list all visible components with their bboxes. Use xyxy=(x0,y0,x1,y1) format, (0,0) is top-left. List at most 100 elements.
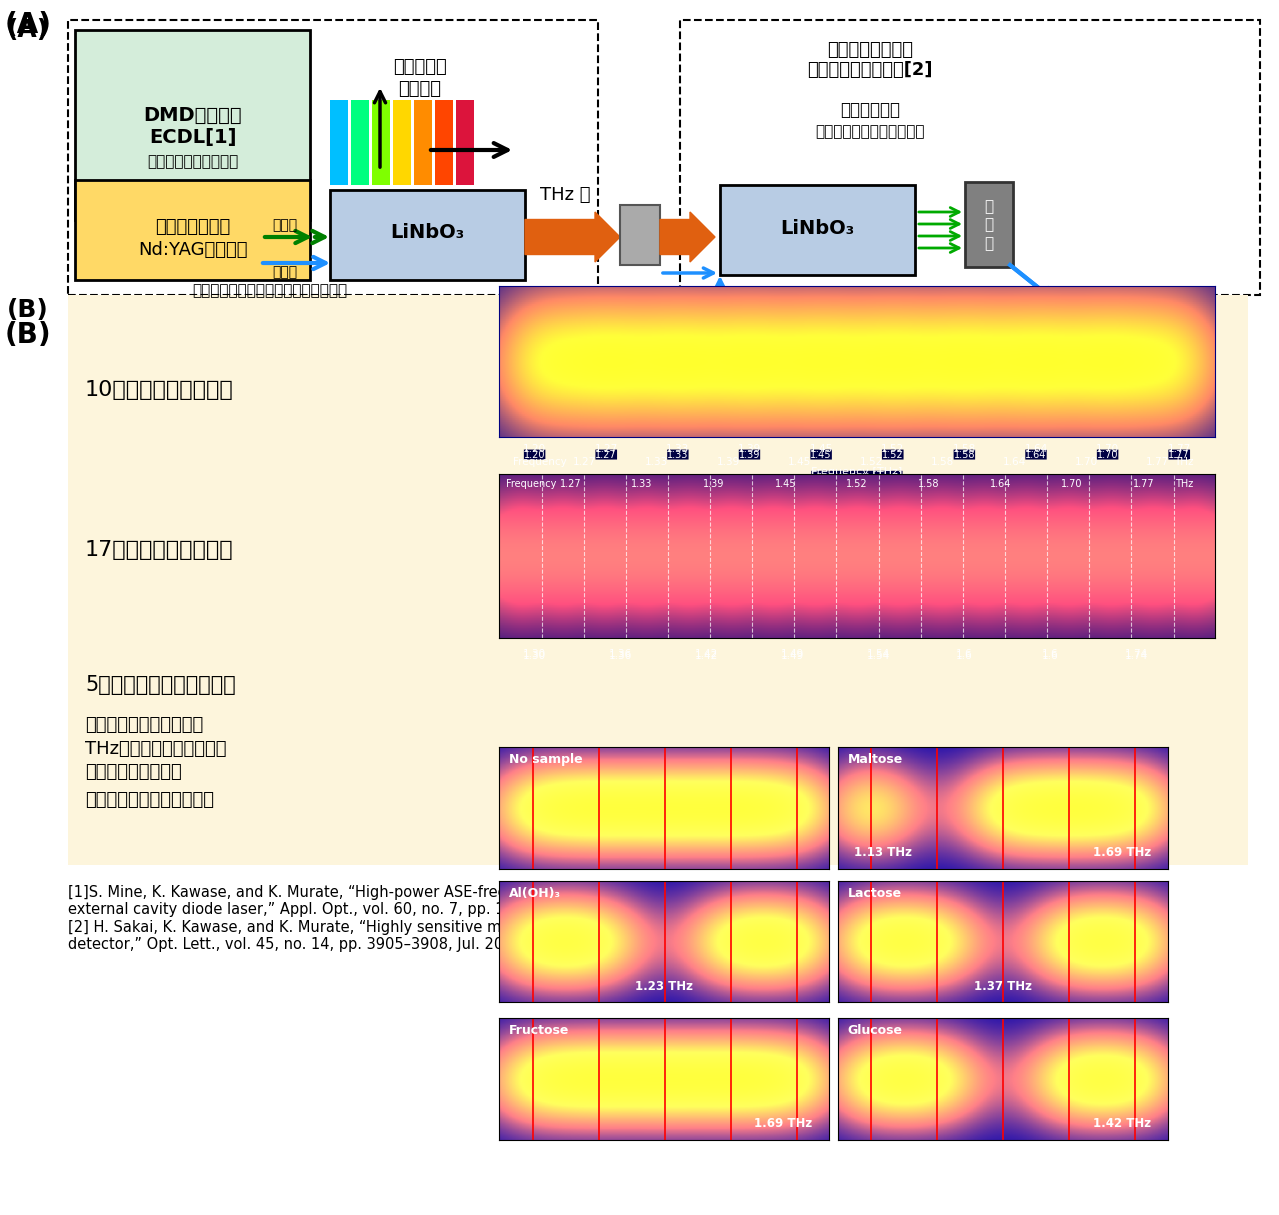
Text: Frequency: Frequency xyxy=(513,457,567,467)
Text: パラメトリック検出[2]: パラメトリック検出[2] xyxy=(807,61,932,79)
Text: 1.70: 1.70 xyxy=(1096,443,1119,454)
Text: （高速離散波長可変）: （高速離散波長可変） xyxy=(147,154,239,170)
Text: (B): (B) xyxy=(8,298,49,322)
Text: 1.77: 1.77 xyxy=(1133,479,1154,488)
Text: 1.45: 1.45 xyxy=(811,450,831,459)
Text: Lactose: Lactose xyxy=(848,887,902,900)
Text: 1.52: 1.52 xyxy=(883,450,903,459)
Text: ・挿入した試薬によって: ・挿入した試薬によって xyxy=(84,716,203,734)
Bar xyxy=(393,100,411,185)
Bar xyxy=(372,100,390,185)
Text: 1.6: 1.6 xyxy=(1042,651,1059,661)
Text: 1.27: 1.27 xyxy=(560,479,581,488)
Text: 1.39: 1.39 xyxy=(739,450,760,459)
Text: 1.13 THz: 1.13 THz xyxy=(854,846,912,859)
Text: 高速で波長: 高速で波長 xyxy=(393,58,446,77)
Text: Glucose: Glucose xyxy=(848,1024,903,1038)
Text: 1.30: 1.30 xyxy=(523,649,546,660)
Text: 5波長を用いた試薬測定例: 5波長を用いた試薬測定例 xyxy=(84,676,235,695)
Text: 1.42: 1.42 xyxy=(694,649,718,660)
Text: LiNbO₃: LiNbO₃ xyxy=(780,219,854,237)
Text: 1.69 THz: 1.69 THz xyxy=(755,1117,812,1130)
Text: 1.77: 1.77 xyxy=(1168,443,1191,454)
Text: 1.74: 1.74 xyxy=(1124,651,1147,661)
Text: サンプル: サンプル xyxy=(582,289,618,305)
Bar xyxy=(75,30,310,220)
Text: 1.39: 1.39 xyxy=(738,443,761,454)
Text: 1.39: 1.39 xyxy=(703,479,724,488)
Text: 1.33: 1.33 xyxy=(666,443,689,454)
Text: を用いて判別を行う: を用いて判別を行う xyxy=(84,763,182,781)
Bar xyxy=(75,180,310,279)
Text: 1.54: 1.54 xyxy=(867,649,890,660)
Text: 1.77: 1.77 xyxy=(1169,450,1189,459)
Bar xyxy=(680,19,1260,295)
Text: 1.45: 1.45 xyxy=(775,479,796,488)
Text: DMDを用いた: DMDを用いた xyxy=(143,106,242,124)
Text: 1.52: 1.52 xyxy=(847,479,867,488)
Text: Fructose: Fructose xyxy=(509,1024,569,1038)
Text: Maltose: Maltose xyxy=(848,753,903,767)
Bar xyxy=(720,185,914,275)
Bar xyxy=(330,100,348,185)
Text: 切り替え: 切り替え xyxy=(399,80,441,98)
Text: 1.54: 1.54 xyxy=(867,651,890,661)
Text: Frequency: Frequency xyxy=(506,479,556,488)
Text: （薬物等）: （薬物等） xyxy=(577,305,623,321)
Text: Al(OH)₃: Al(OH)₃ xyxy=(509,887,560,900)
Text: 1.6: 1.6 xyxy=(957,649,972,660)
Text: 1.6: 1.6 xyxy=(957,651,972,661)
Text: Nd:YAGレーザー: Nd:YAGレーザー xyxy=(138,241,248,259)
Bar xyxy=(330,190,524,279)
Text: 1.49: 1.49 xyxy=(781,649,804,660)
Text: カ
メ
ラ: カ メ ラ xyxy=(985,199,994,252)
Text: 1.27: 1.27 xyxy=(596,450,616,459)
Text: 1.64: 1.64 xyxy=(990,479,1010,488)
Bar xyxy=(350,100,370,185)
Text: 10波長の高速切り替え: 10波長の高速切り替え xyxy=(84,380,234,400)
Text: 近赤外検出光: 近赤外検出光 xyxy=(840,101,900,119)
Bar xyxy=(620,205,660,265)
FancyArrow shape xyxy=(524,211,620,262)
Text: THz: THz xyxy=(1174,457,1193,467)
Bar xyxy=(964,182,1013,267)
Text: 1.64: 1.64 xyxy=(1003,457,1026,467)
Text: 1.70: 1.70 xyxy=(1074,457,1097,467)
Text: 1.33: 1.33 xyxy=(645,457,668,467)
Text: 注入光: 注入光 xyxy=(272,217,298,232)
Text: 1.70: 1.70 xyxy=(1097,450,1118,459)
Text: 1.39: 1.39 xyxy=(716,457,739,467)
Bar xyxy=(457,100,475,185)
Bar xyxy=(68,295,1248,865)
Text: 1.36: 1.36 xyxy=(609,651,632,661)
Text: 1.20: 1.20 xyxy=(523,443,546,454)
Text: 1.58: 1.58 xyxy=(954,450,975,459)
Text: 1.37 THz: 1.37 THz xyxy=(973,979,1032,993)
Text: 1.27: 1.27 xyxy=(573,457,596,467)
Text: 1.58: 1.58 xyxy=(953,443,976,454)
Text: 1.36: 1.36 xyxy=(609,649,632,660)
Text: 1.74: 1.74 xyxy=(1124,649,1147,660)
Text: 1.58: 1.58 xyxy=(918,479,939,488)
Text: 1.69 THz: 1.69 THz xyxy=(1094,846,1151,859)
Text: 1.49: 1.49 xyxy=(781,651,804,661)
Text: (A): (A) xyxy=(5,11,51,39)
Text: マイクロチップ: マイクロチップ xyxy=(155,217,230,236)
Text: 1.58: 1.58 xyxy=(931,457,954,467)
Text: THz 波: THz 波 xyxy=(540,186,590,204)
Text: No sample: No sample xyxy=(509,753,582,767)
Text: 1.45: 1.45 xyxy=(788,457,811,467)
Text: [1]S. Mine, K. Kawase, and K. Murate, “High-power ASE-free fast wavelength-switc: [1]S. Mine, K. Kawase, and K. Murate, “H… xyxy=(68,885,728,953)
Text: 1.52: 1.52 xyxy=(881,443,904,454)
Text: 1.30: 1.30 xyxy=(523,651,546,661)
FancyArrow shape xyxy=(660,211,715,262)
Text: ・ビデオレートで測定可能: ・ビデオレートで測定可能 xyxy=(84,791,214,809)
Text: ECDL[1]: ECDL[1] xyxy=(150,129,237,147)
Text: 1.45: 1.45 xyxy=(810,443,833,454)
Text: 1.42 THz: 1.42 THz xyxy=(1094,1117,1151,1130)
Text: THz波の吸収が異なること: THz波の吸収が異なること xyxy=(84,740,226,758)
Text: Frequency [THz]: Frequency [THz] xyxy=(811,471,903,481)
Text: 励起光: 励起光 xyxy=(272,265,298,279)
Text: （波長毎に発生角異なる）: （波長毎に発生角異なる） xyxy=(815,124,925,140)
Text: (A): (A) xyxy=(6,18,49,43)
